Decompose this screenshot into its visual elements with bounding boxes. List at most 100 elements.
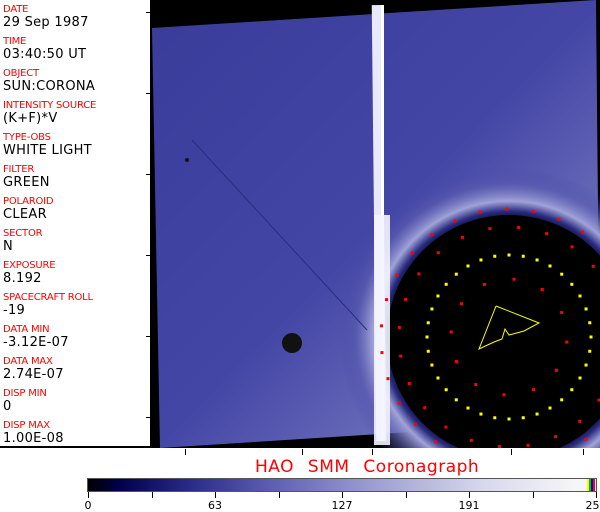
colorbar-stripe xyxy=(591,479,593,491)
field-label: DISP MAX xyxy=(3,420,50,431)
occulter-dot xyxy=(488,227,492,231)
field-value: (K+F)*V xyxy=(3,111,58,126)
coronagraph-image xyxy=(152,0,600,448)
field-intensity-source: INTENSITY SOURCE (K+F)*V xyxy=(3,100,96,126)
grid-dot xyxy=(535,258,539,262)
occulter-dot xyxy=(417,272,421,276)
axis-tick xyxy=(146,93,152,94)
occulter-dot xyxy=(502,393,506,397)
grid-dot xyxy=(521,416,525,420)
grid-dot xyxy=(454,398,458,402)
colorbar-tick xyxy=(342,492,343,498)
overlay-marks xyxy=(379,207,600,448)
field-label: EXPOSURE xyxy=(3,260,56,271)
occulter-dot xyxy=(512,277,516,281)
grid-dot xyxy=(560,272,564,276)
occulter-dot xyxy=(397,325,401,329)
grid-dot xyxy=(430,307,434,311)
axis-tick xyxy=(146,12,152,13)
axis-tick xyxy=(185,449,186,455)
axis-tick xyxy=(511,449,512,455)
occulter-dot xyxy=(531,209,535,213)
field-label: OBJECT xyxy=(3,68,39,79)
grid-dot xyxy=(578,294,582,298)
field-data-min: DATA MIN -3.12E-07 xyxy=(3,324,69,350)
field-value: 8.192 xyxy=(3,271,42,286)
grid-dot xyxy=(588,349,592,353)
field-value: -19 xyxy=(3,303,26,318)
field-label: SPACECRAFT ROLL xyxy=(3,292,93,303)
colorbar-stripe xyxy=(589,479,591,491)
yellow-outline xyxy=(478,305,541,350)
occulter-dot xyxy=(385,298,389,302)
grid-dot xyxy=(493,416,497,420)
occulter-dot xyxy=(413,422,417,426)
field-disp-max: DISP MAX 1.00E-08 xyxy=(3,420,64,446)
grid-dot xyxy=(588,321,592,325)
grid-dot xyxy=(570,282,574,286)
grid-dot xyxy=(493,254,497,258)
occulter-dot xyxy=(380,351,384,355)
grid-dot xyxy=(454,272,458,276)
field-sector: SECTOR N xyxy=(3,228,43,254)
occulter-dot xyxy=(517,225,521,229)
colorbar-tick xyxy=(215,492,216,498)
occulter-dot xyxy=(461,235,465,239)
field-label: INTENSITY SOURCE xyxy=(3,100,97,111)
field-value: 1.00E-08 xyxy=(3,431,64,446)
colorbar-tick xyxy=(88,492,89,498)
field-object: OBJECT SUN:CORONA xyxy=(3,68,95,94)
field-label: TYPE-OBS xyxy=(3,132,51,143)
grid-dot xyxy=(425,335,429,339)
field-label: DATA MIN xyxy=(3,324,50,335)
colorbar-tick xyxy=(469,492,470,498)
occulter-dot xyxy=(436,251,440,255)
grid-dot xyxy=(426,349,430,353)
occulter-dot xyxy=(454,360,458,364)
occulter-dot xyxy=(404,297,408,301)
axis-tick xyxy=(146,174,152,175)
colorbar-stripe xyxy=(593,479,595,491)
occulter-dot xyxy=(386,377,390,381)
field-filter: FILTER GREEN xyxy=(3,164,50,190)
occulter-dot xyxy=(578,419,582,423)
grid-dot xyxy=(589,335,593,339)
axis-tick xyxy=(146,417,152,418)
occulter-dot xyxy=(449,330,453,334)
grid-dot xyxy=(521,254,525,258)
occulter-dot xyxy=(407,381,411,385)
grid-dot xyxy=(466,406,470,410)
occulter-dot xyxy=(423,406,427,410)
grid-dot xyxy=(578,376,582,380)
colorbar-tick xyxy=(532,492,534,498)
occulter-dot xyxy=(410,251,414,255)
grid-dot xyxy=(479,258,483,262)
occulter-dot xyxy=(469,438,473,442)
field-value: GREEN xyxy=(3,175,50,190)
grid-dot xyxy=(548,406,552,410)
colorbar-tick xyxy=(596,492,597,498)
colorbar-tick xyxy=(278,492,280,498)
occulter-dot xyxy=(478,210,482,214)
grid-dot xyxy=(560,398,564,402)
occulter-dot xyxy=(532,388,536,392)
occulter-dot xyxy=(565,340,569,344)
occulter-dot xyxy=(459,302,463,306)
occulter-dot xyxy=(580,230,584,234)
grid-dot xyxy=(584,307,588,311)
grid-dot xyxy=(430,363,434,367)
colorbar-tick-label: 255 xyxy=(585,499,600,512)
occulter-dot xyxy=(591,264,595,268)
field-value: 29 Sep 1987 xyxy=(3,15,89,30)
occulter-dot xyxy=(399,354,403,358)
occulter-dot xyxy=(395,273,399,277)
field-label: DISP MIN xyxy=(3,388,47,399)
occulter-dot xyxy=(553,435,557,439)
field-value: WHITE LIGHT xyxy=(3,143,92,158)
field-data-max: DATA MAX 2.74E-07 xyxy=(3,356,64,382)
header-info-panel: DATE 29 Sep 1987 TIME 03:40:50 UT OBJECT SUN:… xyxy=(0,0,152,448)
occulter-dot xyxy=(434,440,438,444)
occulter-dot xyxy=(526,443,530,447)
field-polaroid: POLAROID CLEAR xyxy=(3,196,54,222)
occulter-dot xyxy=(560,310,564,314)
